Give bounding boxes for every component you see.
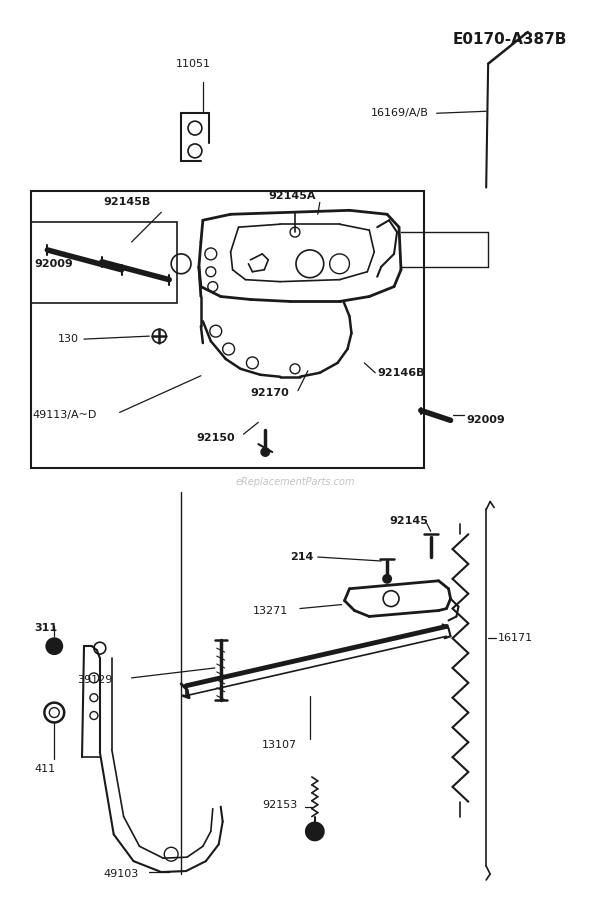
Text: 130: 130 [58, 334, 79, 344]
Text: 411: 411 [34, 764, 55, 774]
Text: 92145B: 92145B [104, 197, 151, 207]
Text: 39129: 39129 [77, 675, 113, 685]
Text: 16171: 16171 [498, 633, 533, 643]
Circle shape [45, 637, 63, 655]
Text: 11051: 11051 [176, 59, 211, 69]
Bar [31, 190, 424, 468]
Text: 92150: 92150 [196, 433, 235, 443]
Text: 16169/A/B: 16169/A/B [371, 108, 429, 118]
Circle shape [260, 447, 270, 457]
Circle shape [382, 574, 392, 584]
Text: 311: 311 [34, 623, 58, 633]
Text: 92170: 92170 [250, 388, 289, 398]
Text: eReplacementParts.com: eReplacementParts.com [235, 477, 355, 487]
Text: 92146B: 92146B [377, 368, 425, 378]
Circle shape [305, 822, 325, 842]
Text: E0170-A387B: E0170-A387B [453, 32, 568, 47]
Text: 214: 214 [290, 552, 313, 562]
Text: 92145: 92145 [389, 516, 428, 526]
Text: 49103: 49103 [104, 869, 139, 879]
Text: 92145A: 92145A [268, 191, 316, 201]
Text: 92009: 92009 [466, 415, 505, 425]
Text: 13271: 13271 [253, 605, 288, 615]
Text: 92153: 92153 [263, 800, 297, 810]
Text: 13107: 13107 [263, 740, 297, 750]
Text: 92009: 92009 [34, 258, 73, 268]
Bar [31, 222, 177, 303]
Text: 49113/A~D: 49113/A~D [32, 410, 97, 420]
